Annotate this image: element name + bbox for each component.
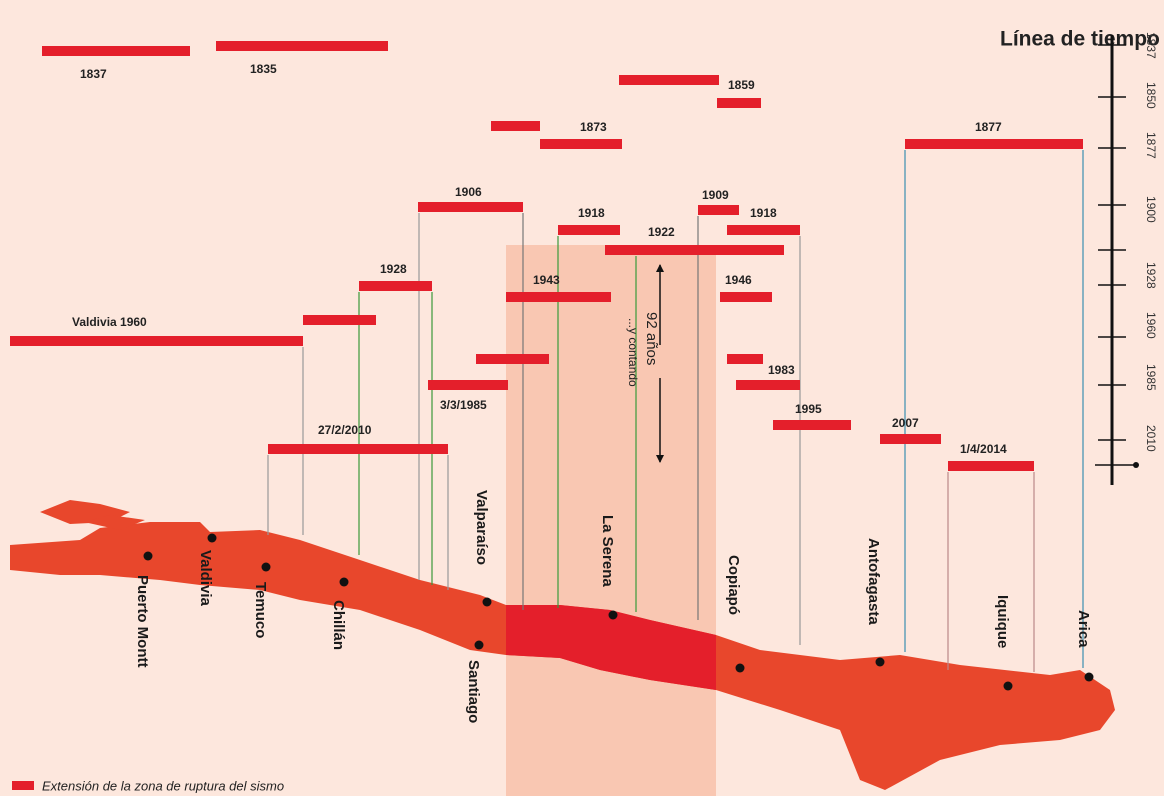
city-dot (339, 577, 349, 587)
note: ...y contando (626, 318, 640, 387)
city-label: Antofagasta (865, 538, 882, 625)
city-dot (735, 663, 745, 673)
rupture-bar (698, 205, 739, 215)
rupture-bar (359, 281, 432, 291)
city-label: Chillán (330, 600, 347, 650)
rupture-bar (773, 420, 851, 430)
annotation: 92 años ...y contando (626, 264, 664, 463)
rupture-bar (268, 444, 448, 454)
timeline-label: 1928 (1144, 262, 1158, 289)
rupture-bar (905, 139, 1083, 149)
timeline-label: 1960 (1144, 312, 1158, 339)
map (10, 500, 1115, 790)
rupture-bar (717, 98, 761, 108)
event-label: 2007 (892, 416, 919, 430)
event-label: 1918 (578, 206, 605, 220)
city-label: Valdivia (197, 550, 214, 607)
city-dot (608, 610, 618, 620)
event-label: 1906 (455, 185, 482, 199)
city-label: Arica (1075, 610, 1092, 648)
event-label: 3/3/1985 (440, 398, 487, 412)
rupture-bars (10, 41, 1083, 471)
rupture-bar (558, 225, 620, 235)
event-label: 1/4/2014 (960, 442, 1007, 456)
rupture-bar (10, 336, 303, 346)
event-label: 1922 (648, 225, 675, 239)
rupture-bar (303, 315, 376, 325)
city-dot (1003, 681, 1013, 691)
event-label: 1943 (533, 273, 560, 287)
rupture-bar (619, 75, 719, 85)
event-label: 1873 (580, 120, 607, 134)
city-label: Iquique (994, 595, 1011, 648)
rupture-bar (727, 354, 763, 364)
rupture-bar (418, 202, 523, 212)
city-label: La Serena (599, 515, 616, 587)
city-dot (474, 640, 484, 650)
event-label: 1835 (250, 62, 277, 76)
rupture-bar (720, 292, 772, 302)
event-label: 1859 (728, 78, 755, 92)
event-label: 1928 (380, 262, 407, 276)
city-dot (143, 551, 153, 561)
city-label: Copiapó (725, 555, 742, 615)
duration: 92 años (643, 312, 660, 365)
event-label: 27/2/2010 (318, 423, 372, 437)
city-dot (207, 533, 217, 543)
timeline: Línea de tiempo (1000, 28, 1160, 485)
event-label: 1909 (702, 188, 729, 202)
event-label: 1877 (975, 120, 1002, 134)
event-label: 1946 (725, 273, 752, 287)
legend-label: Extensión de la zona de ruptura del sism… (42, 778, 284, 793)
city-label: Temuco (252, 582, 269, 638)
rupture-bar (491, 121, 540, 131)
timeline-label: 1837 (1144, 32, 1158, 59)
event-label: 1837 (80, 67, 107, 81)
city-label: Santiago (465, 660, 482, 723)
rupture-bar (216, 41, 388, 51)
city-label: Valparaíso (473, 490, 490, 565)
city-label: Puerto Montt (134, 575, 151, 667)
event-label: Valdivia 1960 (72, 315, 147, 329)
rupture-bar (880, 434, 941, 444)
city-dot (482, 597, 492, 607)
legend-swatch (12, 781, 34, 790)
city-dot (261, 562, 271, 572)
rupture-bar (727, 225, 800, 235)
city-dot (875, 657, 885, 667)
timeline-label: 1877 (1144, 132, 1158, 159)
timeline-title: Línea de tiempo (1000, 28, 1160, 51)
timeline-label: 1900 (1144, 196, 1158, 223)
rupture-bar (506, 292, 611, 302)
rupture-bar (428, 380, 508, 390)
event-label: 1983 (768, 363, 795, 377)
rupture-bar (736, 380, 800, 390)
highlight-band (506, 245, 716, 796)
timeline-label: 1985 (1144, 364, 1158, 391)
rupture-bar (476, 354, 549, 364)
rupture-bar (42, 46, 190, 56)
timeline-label: 1850 (1144, 82, 1158, 109)
timeline-label: 2010 (1144, 425, 1158, 452)
rupture-bar (605, 245, 784, 255)
rupture-bar (540, 139, 622, 149)
rupture-bar (948, 461, 1034, 471)
event-label: 1918 (750, 206, 777, 220)
city-dot (1084, 672, 1094, 682)
event-label: 1995 (795, 402, 822, 416)
